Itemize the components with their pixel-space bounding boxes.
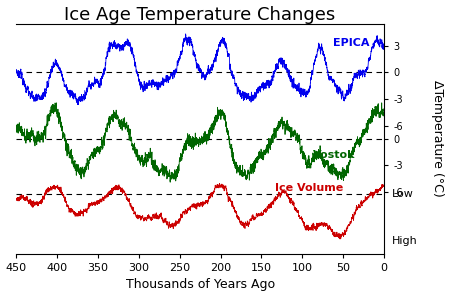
Text: Ice Volume: Ice Volume — [275, 183, 343, 193]
X-axis label: Thousands of Years Ago: Thousands of Years Ago — [126, 279, 274, 291]
Y-axis label: ΔTemperature (°C): ΔTemperature (°C) — [432, 80, 445, 197]
Text: Vostok: Vostok — [313, 150, 356, 160]
Text: Low: Low — [392, 189, 414, 199]
Text: High: High — [392, 236, 417, 246]
Title: Ice Age Temperature Changes: Ice Age Temperature Changes — [64, 6, 336, 23]
Text: EPICA: EPICA — [333, 38, 369, 48]
